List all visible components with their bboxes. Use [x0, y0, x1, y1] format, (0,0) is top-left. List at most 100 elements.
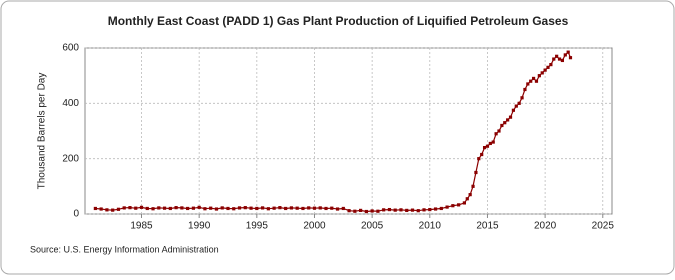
- data-point: [214, 207, 219, 211]
- data-point: [180, 206, 184, 210]
- data-point: [471, 184, 475, 188]
- data-point: [174, 206, 178, 210]
- data-point: [494, 132, 498, 136]
- data-point: [514, 104, 518, 108]
- data-point: [151, 207, 155, 211]
- data-point: [540, 71, 544, 75]
- data-point: [488, 141, 492, 146]
- data-point: [359, 208, 363, 213]
- data-point: [157, 206, 161, 210]
- data-point: [376, 209, 380, 213]
- data-point: [410, 208, 415, 212]
- data-point: [364, 209, 368, 214]
- data-point: [220, 206, 224, 210]
- data-point: [370, 209, 374, 213]
- data-point: [226, 206, 230, 211]
- data-point: [511, 108, 516, 112]
- data-point: [186, 206, 190, 211]
- data-point: [491, 140, 495, 144]
- data-point: [497, 129, 501, 133]
- data-point: [457, 203, 461, 207]
- data-point: [128, 206, 132, 210]
- data-point: [295, 206, 299, 210]
- data-point: [145, 206, 149, 211]
- data-point: [255, 206, 259, 211]
- data-point: [537, 74, 541, 78]
- data-point: [482, 146, 487, 150]
- x-tick-label: 1990: [188, 221, 211, 232]
- data-point: [506, 118, 510, 122]
- data-point: [284, 206, 288, 211]
- data-point: [422, 208, 426, 212]
- data-point: [393, 208, 397, 212]
- data-point: [485, 144, 490, 148]
- data-point: [529, 79, 533, 83]
- data-point: [508, 115, 513, 119]
- data-point: [416, 209, 420, 213]
- data-point: [523, 87, 527, 92]
- data-point: [324, 206, 328, 211]
- data-point: [307, 206, 311, 210]
- data-point: [139, 205, 144, 209]
- data-point: [116, 207, 121, 211]
- data-point: [111, 208, 115, 212]
- x-tick-label: 2005: [361, 221, 384, 232]
- data-point: [278, 206, 282, 210]
- data-point: [503, 121, 507, 125]
- data-point: [534, 79, 539, 83]
- x-tick-label: 1995: [246, 221, 269, 232]
- data-point: [93, 206, 97, 211]
- data-point: [243, 206, 247, 210]
- data-point: [563, 53, 567, 57]
- data-point: [555, 54, 559, 58]
- data-point: [301, 206, 305, 211]
- data-point: [341, 206, 345, 211]
- data-point: [99, 207, 103, 211]
- data-point: [197, 205, 201, 209]
- data-point: [517, 101, 521, 105]
- data-point: [462, 201, 466, 205]
- data-point: [546, 65, 550, 69]
- data-point: [451, 204, 455, 208]
- data-point: [105, 208, 109, 212]
- data-point: [405, 208, 409, 213]
- data-point: [232, 207, 236, 211]
- data-point: [465, 197, 469, 201]
- data-point: [318, 206, 322, 210]
- data-point: [203, 207, 207, 211]
- data-point: [237, 206, 242, 210]
- x-tick-label: 2000: [303, 221, 326, 232]
- data-point: [520, 96, 524, 100]
- data-point: [330, 206, 334, 210]
- data-point: [191, 206, 195, 210]
- data-point: [477, 157, 481, 161]
- data-point: [468, 193, 472, 197]
- y-tick-label: 200: [62, 153, 79, 164]
- data-point: [549, 63, 553, 67]
- data-point: [557, 57, 562, 61]
- data-point: [382, 208, 386, 212]
- data-point: [526, 82, 530, 86]
- data-point: [347, 209, 351, 213]
- data-point: [134, 206, 138, 210]
- data-point: [335, 207, 340, 211]
- data-point: [560, 58, 565, 63]
- data-point: [566, 50, 570, 54]
- data-point: [399, 208, 403, 212]
- y-axis-label: Thousand Barrels per Day: [37, 73, 48, 190]
- data-point: [543, 68, 547, 72]
- data-point: [272, 206, 276, 210]
- data-point: [260, 206, 265, 210]
- data-point: [433, 207, 438, 211]
- y-tick-label: 600: [62, 43, 79, 54]
- data-point: [209, 206, 213, 210]
- data-point: [387, 207, 392, 212]
- y-tick-label: 0: [73, 209, 79, 220]
- source-note: Source: U.S. Energy Information Administ…: [30, 244, 219, 254]
- data-point: [568, 56, 573, 60]
- data-point: [249, 206, 253, 210]
- data-point: [312, 206, 317, 210]
- data-point: [500, 123, 504, 128]
- data-point: [162, 206, 167, 210]
